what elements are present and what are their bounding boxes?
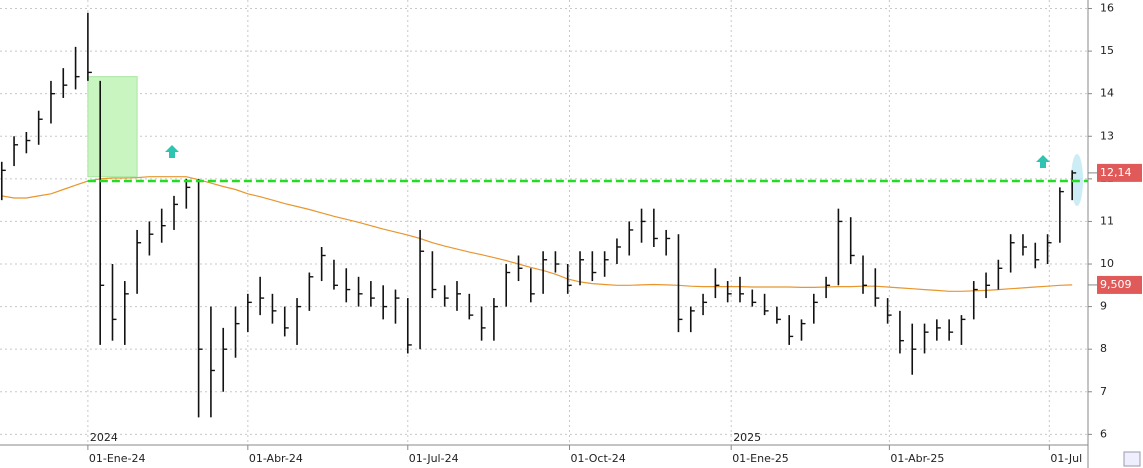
corner-button[interactable] bbox=[1123, 451, 1141, 467]
value-label: 9,509 bbox=[1100, 278, 1132, 291]
y-tick-label: 14 bbox=[1100, 87, 1114, 100]
y-tick-label: 16 bbox=[1100, 2, 1114, 15]
value-label: 12,14 bbox=[1100, 166, 1132, 179]
x-tick-label: 01-Jul bbox=[1050, 452, 1082, 465]
y-tick-label: 6 bbox=[1100, 427, 1107, 440]
average-line bbox=[1, 176, 1073, 292]
x-tick-label: 01-Oct-24 bbox=[570, 452, 625, 465]
y-tick-label: 13 bbox=[1100, 129, 1114, 142]
zone bbox=[87, 76, 138, 178]
up-arrow bbox=[1036, 155, 1050, 168]
x-tick-label: 01-Ene-25 bbox=[732, 452, 789, 465]
year-label: 2025 bbox=[733, 431, 761, 444]
x-tick-label: 01-Jul-24 bbox=[409, 452, 459, 465]
y-tick-label: 15 bbox=[1100, 44, 1114, 57]
x-tick-label: 01-Ene-24 bbox=[89, 452, 146, 465]
year-label: 2024 bbox=[90, 431, 118, 444]
x-tick-label: 01-Abr-25 bbox=[890, 452, 944, 465]
y-tick-label: 8 bbox=[1100, 342, 1107, 355]
value-label-box bbox=[1097, 275, 1142, 294]
value-label-box bbox=[1097, 163, 1142, 182]
y-tick-label: 10 bbox=[1100, 257, 1114, 270]
y-tick-label: 7 bbox=[1100, 385, 1107, 398]
y-tick-label: 11 bbox=[1100, 214, 1114, 227]
y-tick-label: 9 bbox=[1100, 300, 1107, 313]
x-tick-label: 01-Abr-24 bbox=[249, 452, 303, 465]
up-arrow bbox=[165, 145, 179, 158]
